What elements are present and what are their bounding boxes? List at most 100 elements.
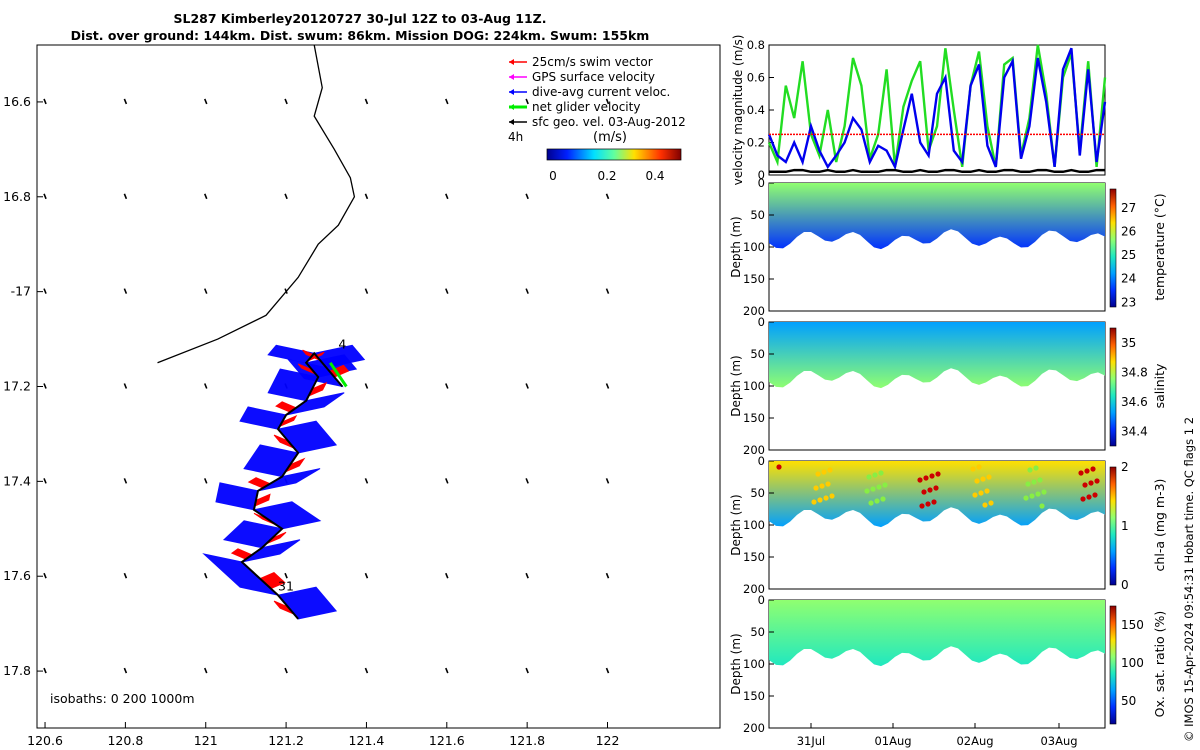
depth-tick-label: 100 (743, 518, 765, 532)
chl-sample-dot (974, 478, 980, 484)
geo-velocity-arrow (364, 572, 369, 579)
velocity-y-tick-label: 0.4 (747, 103, 765, 117)
geo-velocity-arrow (605, 288, 610, 294)
legend-arrowhead (509, 74, 514, 80)
colorbar-tick-label: 2 (1121, 460, 1129, 474)
chl-sample-dot (921, 489, 927, 495)
geo-velocity-arrow (284, 98, 288, 105)
geo-velocity-arrow (445, 667, 449, 674)
colorbar-label: chl-a (mg m-3) (1152, 479, 1167, 572)
chl-sample-dot (1025, 481, 1031, 487)
track-annotation: 31 (278, 578, 294, 593)
chl-sample-dot (1029, 493, 1035, 499)
legend-arrowhead (509, 104, 514, 110)
colorbar-tick-label: 0 (1121, 578, 1129, 592)
geo-velocity-arrow (123, 572, 128, 579)
chl-sample-dot (813, 485, 819, 491)
depth-tick-label: 200 (743, 443, 765, 457)
geo-velocity-arrow (284, 193, 288, 200)
colorbar-tick-label: 26 (1121, 224, 1136, 238)
velocity-y-tick-label: 0.6 (747, 71, 765, 85)
chl-sample-dot (1086, 494, 1092, 500)
x-tick-label: 121.8 (509, 733, 545, 748)
depth-tick-label: 0 (758, 176, 765, 190)
chl-sample-dot (1031, 479, 1037, 485)
y-tick-label: -17 (11, 284, 31, 299)
chl-sample-dot (1078, 470, 1084, 476)
glider-track-map: 120.6 120.8 121 121.2 121.4 121.6 121.8 122 16.6… (3, 44, 721, 748)
y-tick-label: 17.2 (3, 379, 31, 394)
depth-axis-label: Depth (m) (729, 633, 743, 694)
chl-sample-dot (1033, 465, 1039, 471)
colorbar-label: temperature (°C) (1152, 193, 1167, 300)
colorbar-tick-label: 27 (1121, 201, 1136, 215)
colorbar-tick-label: 25 (1121, 248, 1136, 262)
y-tick-label: 16.6 (3, 94, 31, 109)
depth-tick-label: 150 (743, 689, 765, 703)
geo-velocity-arrow (364, 478, 369, 484)
geo-velocity-arrow (203, 383, 208, 389)
track-annotation: 4 (338, 337, 346, 352)
chl-sample-dot (823, 495, 829, 501)
chl-sample-dot (1035, 491, 1041, 497)
velocity-series-line (769, 168, 1105, 173)
chl-sample-dot (866, 474, 872, 480)
x-tick-label: 121.2 (268, 733, 304, 748)
chl-sample-dot (978, 490, 984, 496)
colorbar-label: salinity (1152, 363, 1167, 408)
geo-velocity-arrow (43, 98, 47, 105)
velocity-y-tick-label: 0.8 (747, 38, 765, 52)
net-velocity-arrow (329, 361, 348, 388)
depth-axis-label: Depth (m) (729, 494, 743, 555)
chl-sample-dot (1082, 482, 1088, 488)
colorbar-tick-label: 50 (1121, 694, 1136, 708)
time-tick-label: 01Aug (874, 734, 911, 748)
depth-tick-label: 100 (743, 379, 765, 393)
profile-colorbar (1109, 605, 1117, 725)
velocity-y-tick-label: 0.2 (747, 136, 765, 150)
geo-velocity-arrow (445, 572, 449, 579)
x-tick-label: 121.4 (349, 733, 385, 748)
time-tick-label: 03Aug (1040, 734, 1077, 748)
coastline (157, 44, 356, 364)
depth-tick-label: 50 (750, 625, 765, 639)
chl-sample-dot (776, 464, 782, 470)
depth-tick-label: 200 (743, 721, 765, 735)
colorbar-tick: 0 (549, 169, 557, 183)
geo-velocity-arrow (525, 193, 529, 200)
depth-tick-label: 0 (758, 315, 765, 329)
legend-label: dive-avg current veloc. (532, 85, 670, 99)
chart-title-line1: SL287 Kimberley20120727 30-Jul 12Z to 03… (173, 11, 547, 26)
geo-velocity-arrow (605, 478, 610, 484)
chl-sample-dot (970, 466, 976, 472)
colorbar-tick-label: 34.6 (1121, 395, 1148, 409)
geo-velocity-arrow (203, 478, 208, 484)
chl-sample-dot (1080, 496, 1086, 502)
chl-sample-dot (923, 475, 929, 481)
chl-sample-dot (980, 476, 986, 482)
depth-tick-label: 150 (743, 411, 765, 425)
depth-tick-label: 50 (750, 486, 765, 500)
chl-sample-dot (864, 488, 870, 494)
geo-velocity-arrow (123, 98, 128, 105)
colorbar-tick-label: 34.8 (1121, 365, 1148, 379)
chl-sample-dot (933, 485, 939, 491)
chl-sample-dot (986, 474, 992, 480)
legend-arrowhead (509, 59, 514, 65)
geo-velocity-arrow (203, 572, 208, 579)
profile-section-fill (769, 600, 1105, 667)
geo-velocity-arrow (43, 383, 47, 389)
chl-sample-dot (1084, 468, 1090, 474)
velocity-series-line (767, 47, 1107, 171)
y-tick-label: 17.8 (3, 663, 31, 678)
legend-extra-label: 4h (508, 130, 523, 144)
x-tick-label: 120.6 (27, 733, 63, 748)
time-tick-label: 31Jul (797, 734, 826, 748)
chl-sample-dot (972, 492, 978, 498)
depth-tick-label: 150 (743, 550, 765, 564)
chl-sample-dot (925, 501, 931, 507)
geo-velocity-arrow (445, 288, 449, 294)
chl-sample-dot (988, 500, 994, 506)
geo-velocity-arrow (445, 98, 449, 105)
y-tick-label: 16.8 (3, 189, 31, 204)
